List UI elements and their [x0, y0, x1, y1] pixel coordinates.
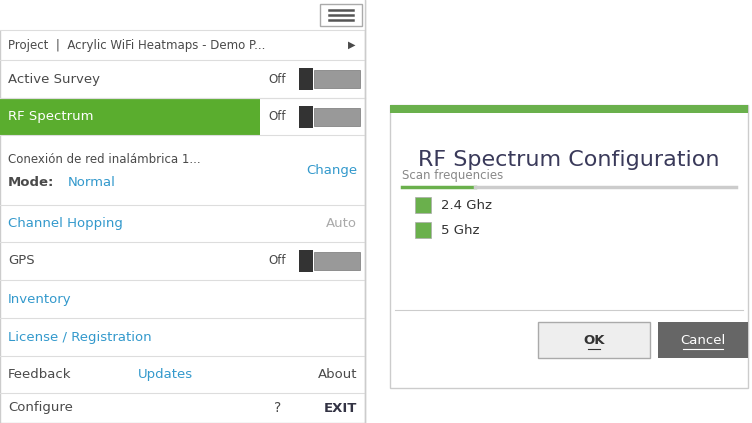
Bar: [0, 98, 260, 135]
Text: Normal: Normal: [68, 176, 116, 189]
Bar: [415, 222, 431, 238]
Bar: [314, 252, 360, 270]
Text: ?: ?: [274, 401, 282, 415]
Text: Off: Off: [268, 255, 286, 267]
Text: EXIT: EXIT: [323, 401, 357, 415]
Bar: [314, 70, 360, 88]
Text: Scan frequencies: Scan frequencies: [402, 168, 503, 181]
Bar: [538, 322, 650, 358]
Bar: [320, 4, 362, 26]
Text: License / Registration: License / Registration: [8, 330, 152, 343]
Text: 2.4 Ghz: 2.4 Ghz: [441, 198, 492, 212]
Text: Active Survey: Active Survey: [8, 72, 100, 85]
Text: Conexión de red inalámbrica 1...: Conexión de red inalámbrica 1...: [8, 153, 201, 166]
Bar: [299, 250, 313, 272]
Text: GPS: GPS: [8, 255, 35, 267]
Text: RF Spectrum: RF Spectrum: [8, 110, 93, 123]
Text: Inventory: Inventory: [8, 292, 71, 305]
Text: OK: OK: [584, 333, 605, 346]
Text: Updates: Updates: [138, 368, 193, 381]
Bar: [0, 0, 365, 423]
Bar: [314, 107, 360, 126]
Text: Cancel: Cancel: [681, 333, 726, 346]
Text: Feedback: Feedback: [8, 368, 71, 381]
Text: About: About: [317, 368, 357, 381]
Bar: [658, 322, 748, 358]
Text: Project  |  Acrylic WiFi Heatmaps - Demo P...: Project | Acrylic WiFi Heatmaps - Demo P…: [8, 38, 265, 52]
Text: 5 Ghz: 5 Ghz: [441, 223, 480, 236]
Bar: [390, 105, 748, 113]
Text: ▶: ▶: [347, 40, 355, 50]
Text: Mode:: Mode:: [8, 176, 54, 189]
Bar: [390, 105, 748, 388]
Text: Off: Off: [268, 72, 286, 85]
Bar: [415, 197, 431, 213]
Text: Configure: Configure: [8, 401, 73, 415]
Text: Auto: Auto: [326, 217, 357, 230]
Bar: [0, 0, 365, 30]
Text: Channel Hopping: Channel Hopping: [8, 217, 123, 230]
Text: RF Spectrum Configuration: RF Spectrum Configuration: [418, 150, 720, 170]
Bar: [299, 68, 313, 90]
Bar: [299, 105, 313, 127]
Text: Change: Change: [306, 164, 357, 176]
Text: Off: Off: [268, 110, 286, 123]
